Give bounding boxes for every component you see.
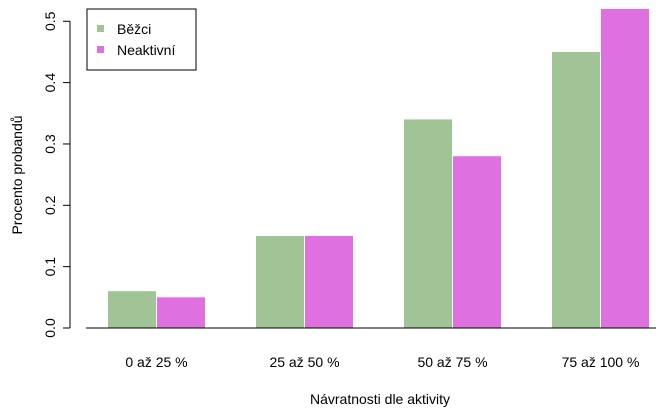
bars-layer [108,9,649,328]
bar-runners-1 [108,291,156,328]
legend-label-runners: Běžci [117,21,151,37]
bar-runners-3 [404,119,452,328]
bar-runners-2 [256,235,304,328]
x-tick-label-1: 0 až 25 % [125,354,187,370]
legend-label-inactive: Neaktivní [117,42,175,58]
bar-inactive-3 [453,156,501,328]
y-tick-label-6: 0.5 [42,11,58,31]
bar-inactive-1 [157,297,205,328]
y-axis-title: Procento probandů [9,115,25,234]
x-tick-label-2: 25 až 50 % [269,354,339,370]
x-tick-label-4: 75 až 100 % [562,354,640,370]
y-axis: 0.0 0.1 0.2 0.3 0.4 0.5 [42,11,71,338]
y-tick-label-5: 0.4 [42,73,58,93]
x-axis: 0 až 25 % 25 až 50 % 50 až 75 % 75 až 100 % [86,327,656,370]
y-tick-label-1: 0.0 [42,318,58,338]
legend: Běžci Neaktivní [86,8,197,71]
legend-box [86,8,197,71]
y-tick-label-3: 0.2 [42,195,58,215]
y-tick-label-4: 0.3 [42,134,58,154]
x-tick-label-3: 50 až 75 % [417,354,487,370]
y-tick-label-2: 0.1 [42,257,58,277]
x-axis-title: Návratnosti dle aktivity [310,391,450,407]
bar-inactive-2 [305,235,353,328]
legend-swatch-inactive [97,46,104,53]
bar-inactive-4 [601,9,649,328]
bar-runners-4 [552,51,600,328]
legend-swatch-runners [97,25,104,32]
